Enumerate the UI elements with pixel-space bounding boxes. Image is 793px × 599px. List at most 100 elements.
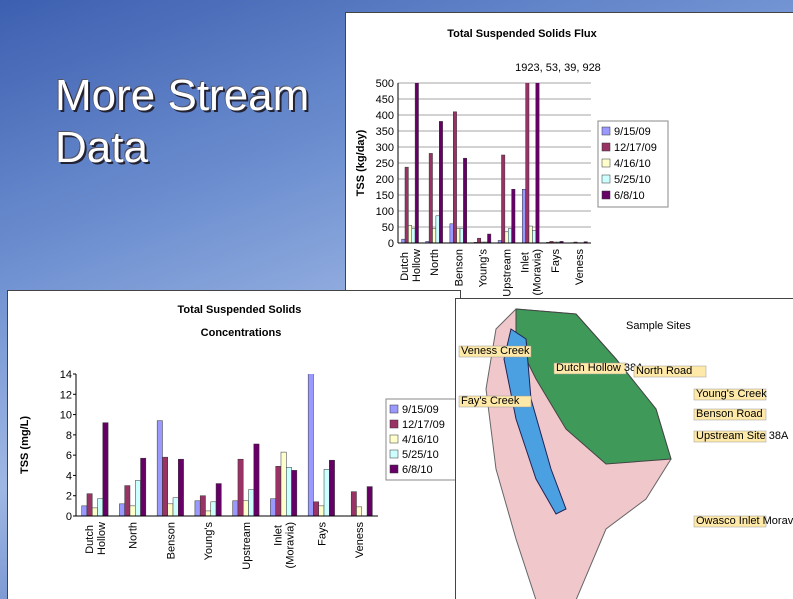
x-tick-label: Fays [550, 249, 562, 273]
x-tick-label: Fays [316, 522, 328, 546]
annotation: 1923, 53, 39, 928 [515, 62, 601, 74]
bar [504, 231, 509, 243]
bar [414, 83, 419, 243]
bar [508, 228, 512, 243]
x-tick-label: Veness [574, 249, 586, 286]
legend-swatch [389, 464, 399, 474]
map-label: North Road [636, 365, 692, 377]
bar [313, 501, 319, 516]
bar [449, 223, 454, 243]
map-label-box [693, 430, 767, 443]
y-tick-label: 150 [376, 190, 394, 202]
x-tick-label: Upstream [241, 522, 253, 570]
bar [135, 480, 141, 516]
y-axis-label: TSS (mg/L) [19, 416, 31, 474]
map-label: Veness Creek [461, 345, 530, 357]
y-tick-label: 0 [388, 238, 394, 250]
y-axis-label: TSS (kg/day) [355, 129, 367, 196]
bar [286, 467, 292, 516]
bar [210, 501, 217, 516]
map: Sample Sites Veness Creek Dutch Hollow 38… [456, 299, 793, 599]
bar [242, 500, 249, 516]
bar [102, 422, 109, 516]
y-tick-label: 2 [66, 491, 72, 503]
legend-label: 9/15/09 [614, 126, 651, 138]
y-tick-label: 400 [376, 110, 394, 122]
bar [97, 498, 104, 516]
bars [401, 83, 588, 243]
bar [366, 486, 373, 516]
y-tick-label: 8 [66, 430, 72, 442]
x-tick-label: Benson [165, 522, 177, 559]
bar [167, 503, 174, 516]
bar [253, 443, 260, 516]
bar [532, 230, 537, 243]
bar [408, 225, 413, 243]
bar [140, 457, 147, 516]
bar [511, 188, 516, 243]
bar [129, 505, 136, 516]
bars [81, 374, 373, 516]
map-label-box [693, 408, 767, 421]
bar [232, 500, 239, 516]
legend-label: 4/16/10 [402, 434, 439, 446]
bar [205, 510, 212, 516]
bar [521, 188, 526, 243]
y-tick-label: 100 [376, 206, 394, 218]
x-tick-label: Inlet (Moravia) [520, 249, 544, 295]
x-tick-label: Benson [453, 249, 465, 286]
x-tick-label: Dutch Hollow [84, 522, 108, 555]
map-box: Sample Sites Veness Creek Dutch Hollow 38… [455, 298, 793, 599]
y-tick-label: 450 [376, 94, 394, 106]
map-label: Benson Road [696, 408, 763, 420]
legend-swatch [389, 449, 399, 459]
bar [329, 459, 335, 516]
bar [428, 153, 433, 243]
lake [503, 328, 567, 515]
bar [81, 505, 88, 516]
bar [459, 228, 464, 243]
y-tick-label: 10 [60, 410, 72, 422]
legend-swatch [601, 126, 611, 136]
map-label-box [553, 362, 627, 375]
bar [356, 506, 363, 516]
bar [172, 497, 179, 516]
legend-swatch [601, 190, 611, 200]
legend-label: 5/25/10 [614, 174, 651, 186]
x-tick-label: North [429, 249, 441, 276]
conc-chart: 0 2 4 6 8 10 12 14 Dutch Hollow North Benson Young'… [19, 304, 457, 570]
chart-title: Total Suspended Solids Flux [447, 28, 597, 40]
y-tick-label: 250 [376, 158, 394, 170]
bar [528, 225, 533, 243]
legend-label: 12/17/09 [614, 142, 657, 154]
y-tick-label: 14 [60, 369, 72, 381]
legend-swatch [601, 158, 611, 168]
bar [463, 157, 468, 243]
legend-swatch [389, 419, 399, 429]
y-tick-label: 6 [66, 450, 72, 462]
bar [350, 491, 357, 516]
conc-chart-box: 0 2 4 6 8 10 12 14 Dutch Hollow North Benson Young'… [7, 290, 461, 599]
bar [119, 503, 125, 516]
map-label-box [693, 515, 767, 528]
bar [162, 456, 168, 516]
bar [318, 505, 325, 516]
bar [525, 83, 530, 243]
x-tick-label: Young's [477, 249, 489, 288]
map-label-box [458, 395, 532, 408]
bar [439, 121, 443, 243]
y-tick-label: 0 [66, 511, 72, 523]
bar [307, 374, 314, 516]
bar [156, 420, 163, 516]
x-tick-label: Upstream [502, 249, 514, 297]
slide-title: More Stream Data [55, 71, 310, 172]
bar [270, 498, 276, 516]
legend-label: 6/8/10 [614, 190, 645, 202]
bar [124, 485, 131, 516]
bar [501, 154, 506, 243]
y-tick-label: 200 [376, 174, 394, 186]
legend-label: 4/16/10 [614, 158, 651, 170]
bar [535, 83, 540, 243]
x-tick-label: Inlet (Moravia) [273, 522, 297, 568]
